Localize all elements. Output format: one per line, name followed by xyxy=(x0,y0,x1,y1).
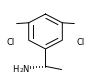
Text: N: N xyxy=(23,65,29,74)
Text: Cl: Cl xyxy=(77,38,85,47)
Text: 2: 2 xyxy=(20,68,24,73)
Text: Cl: Cl xyxy=(6,38,14,47)
Text: H: H xyxy=(12,65,18,74)
